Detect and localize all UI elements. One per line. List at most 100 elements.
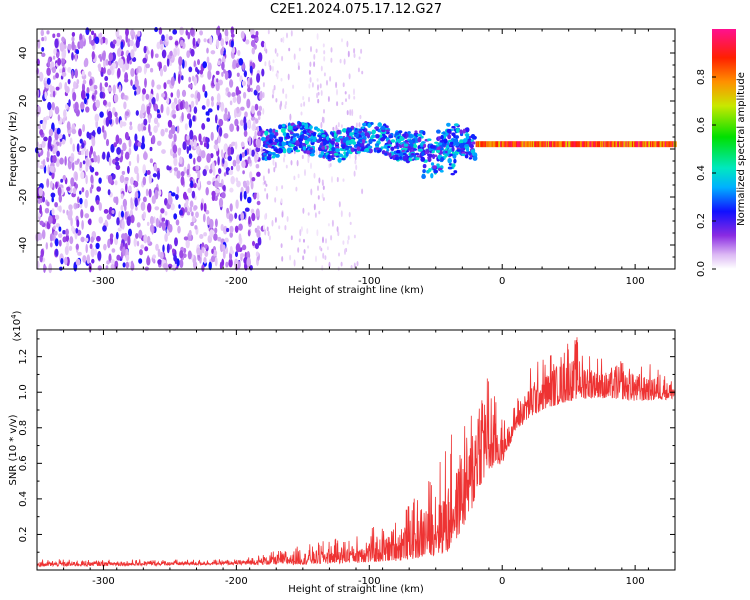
spectrogram-cell [425, 149, 430, 152]
spectrogram-cell [568, 141, 571, 148]
spectrogram-cell [84, 213, 90, 219]
spectrogram-cell [454, 141, 460, 147]
spectrogram-cell [367, 122, 372, 129]
spectrogram-cell [387, 145, 391, 149]
spectrogram-cell [85, 27, 90, 36]
y-tick-label: 0.4 [18, 491, 29, 507]
spectrogram-cell [375, 147, 380, 150]
spectrogram-cell [293, 53, 296, 61]
spectrogram-cell [77, 251, 82, 256]
spectrogram-cell [390, 139, 396, 143]
spectrogram-cell [206, 56, 210, 64]
spectrogram-cell [91, 258, 95, 264]
spectrogram-cell [402, 133, 407, 138]
spectrogram-cell [218, 79, 223, 86]
spectrogram-cell [121, 233, 126, 240]
spectrogram-cell [320, 65, 323, 72]
spectrogram-cell [85, 243, 88, 254]
spectrogram-cell [191, 75, 195, 82]
spectrogram-cell [143, 234, 148, 244]
spectrogram-cell [197, 178, 201, 189]
spectrogram-cell [245, 39, 250, 45]
spectrogram-cell [272, 152, 276, 156]
x-tick-label: -300 [92, 576, 115, 587]
spectrogram-cell [69, 208, 73, 218]
spectrogram-cell [323, 149, 328, 152]
spectrogram-cell [191, 211, 194, 217]
spectrogram-cell [264, 188, 267, 192]
spectrogram-cell [255, 251, 259, 257]
spectrogram-cell [145, 188, 149, 197]
x-tick-label: -100 [358, 576, 381, 587]
spectrogram-cell [292, 133, 297, 138]
spectrogram-cell [319, 129, 324, 133]
spectrogram-cell [303, 101, 306, 107]
spectrogram-cell [229, 245, 233, 255]
spectrogram-cell [249, 77, 253, 86]
figure-title: C2E1.2024.075.17.12.G27 [270, 2, 442, 17]
spectrogram-cell [309, 77, 312, 83]
spectrogram-cell [327, 223, 330, 227]
spectrogram-cell [44, 90, 48, 100]
spectrogram-cell [47, 57, 51, 67]
spectrogram-cell [196, 145, 201, 152]
spectrogram-cell [311, 149, 316, 154]
spectrogram-cell [239, 191, 243, 202]
spectrogram-cell [72, 143, 76, 152]
spectrogram-cell [144, 246, 149, 252]
spectrogram-cell [55, 158, 60, 168]
spectrogram-cell [278, 225, 281, 230]
spectrogram-cell [242, 91, 247, 99]
spectrogram-cell [251, 47, 256, 55]
spectrogram-cell [427, 157, 432, 163]
spectrogram-cell [55, 248, 59, 257]
spectrogram-cell [56, 127, 61, 135]
spectrogram-cell [115, 196, 119, 206]
spectrogram-cell [374, 134, 380, 139]
spectrogram-cell [351, 109, 354, 117]
spectrogram-cell [76, 219, 80, 228]
spectrogram-cell [76, 158, 80, 163]
spectrogram-cell [193, 76, 198, 86]
spectrogram-cell [358, 134, 362, 139]
spectrogram-cell [336, 129, 342, 135]
spectrogram-cell [282, 88, 285, 94]
spectrogram-cell [153, 125, 158, 133]
spectrogram-cell [221, 61, 225, 71]
spectrogram-cell [272, 59, 275, 64]
spectrogram-cell [401, 149, 405, 153]
spectrogram-cell [73, 81, 77, 90]
spectrogram-cell [267, 29, 270, 35]
spectrogram-cell [51, 66, 57, 74]
spectrogram-cell [58, 133, 63, 139]
spectrogram-cell [298, 121, 302, 127]
x-tick-label: -100 [358, 276, 381, 287]
spectrogram-cell [290, 30, 293, 37]
spectrogram-cell [113, 142, 117, 148]
spectrogram-cell [246, 257, 251, 267]
spectrogram-cell [341, 101, 344, 106]
spectrogram-cell [163, 90, 168, 101]
spectrogram-cell [119, 174, 125, 184]
spectrogram-cell [229, 79, 234, 88]
spectrogram-cell [313, 53, 316, 60]
spectrogram-cell [337, 157, 342, 163]
spectrogram-cell [269, 65, 272, 71]
spectrogram-cell [317, 185, 319, 191]
spectrogram-cell [230, 165, 234, 171]
spectrogram-cell [130, 260, 134, 269]
spectrogram-cell [126, 54, 130, 65]
spectrogram-cell [453, 158, 457, 164]
spectrogram-cell [68, 99, 71, 108]
spectrogram-cell [257, 115, 261, 121]
spectrogram-cell [121, 219, 125, 230]
spectrogram-cell [300, 103, 303, 108]
spectrogram-cell [266, 193, 269, 200]
spectrogram-cell [317, 91, 320, 96]
spectrogram-cell [94, 36, 100, 45]
spectrogram-cell [146, 235, 151, 245]
spectrogram-cell [260, 40, 265, 48]
spectrogram-cell [210, 255, 216, 263]
spectrogram-cell [103, 243, 107, 251]
spectrogram-cell [37, 38, 41, 49]
